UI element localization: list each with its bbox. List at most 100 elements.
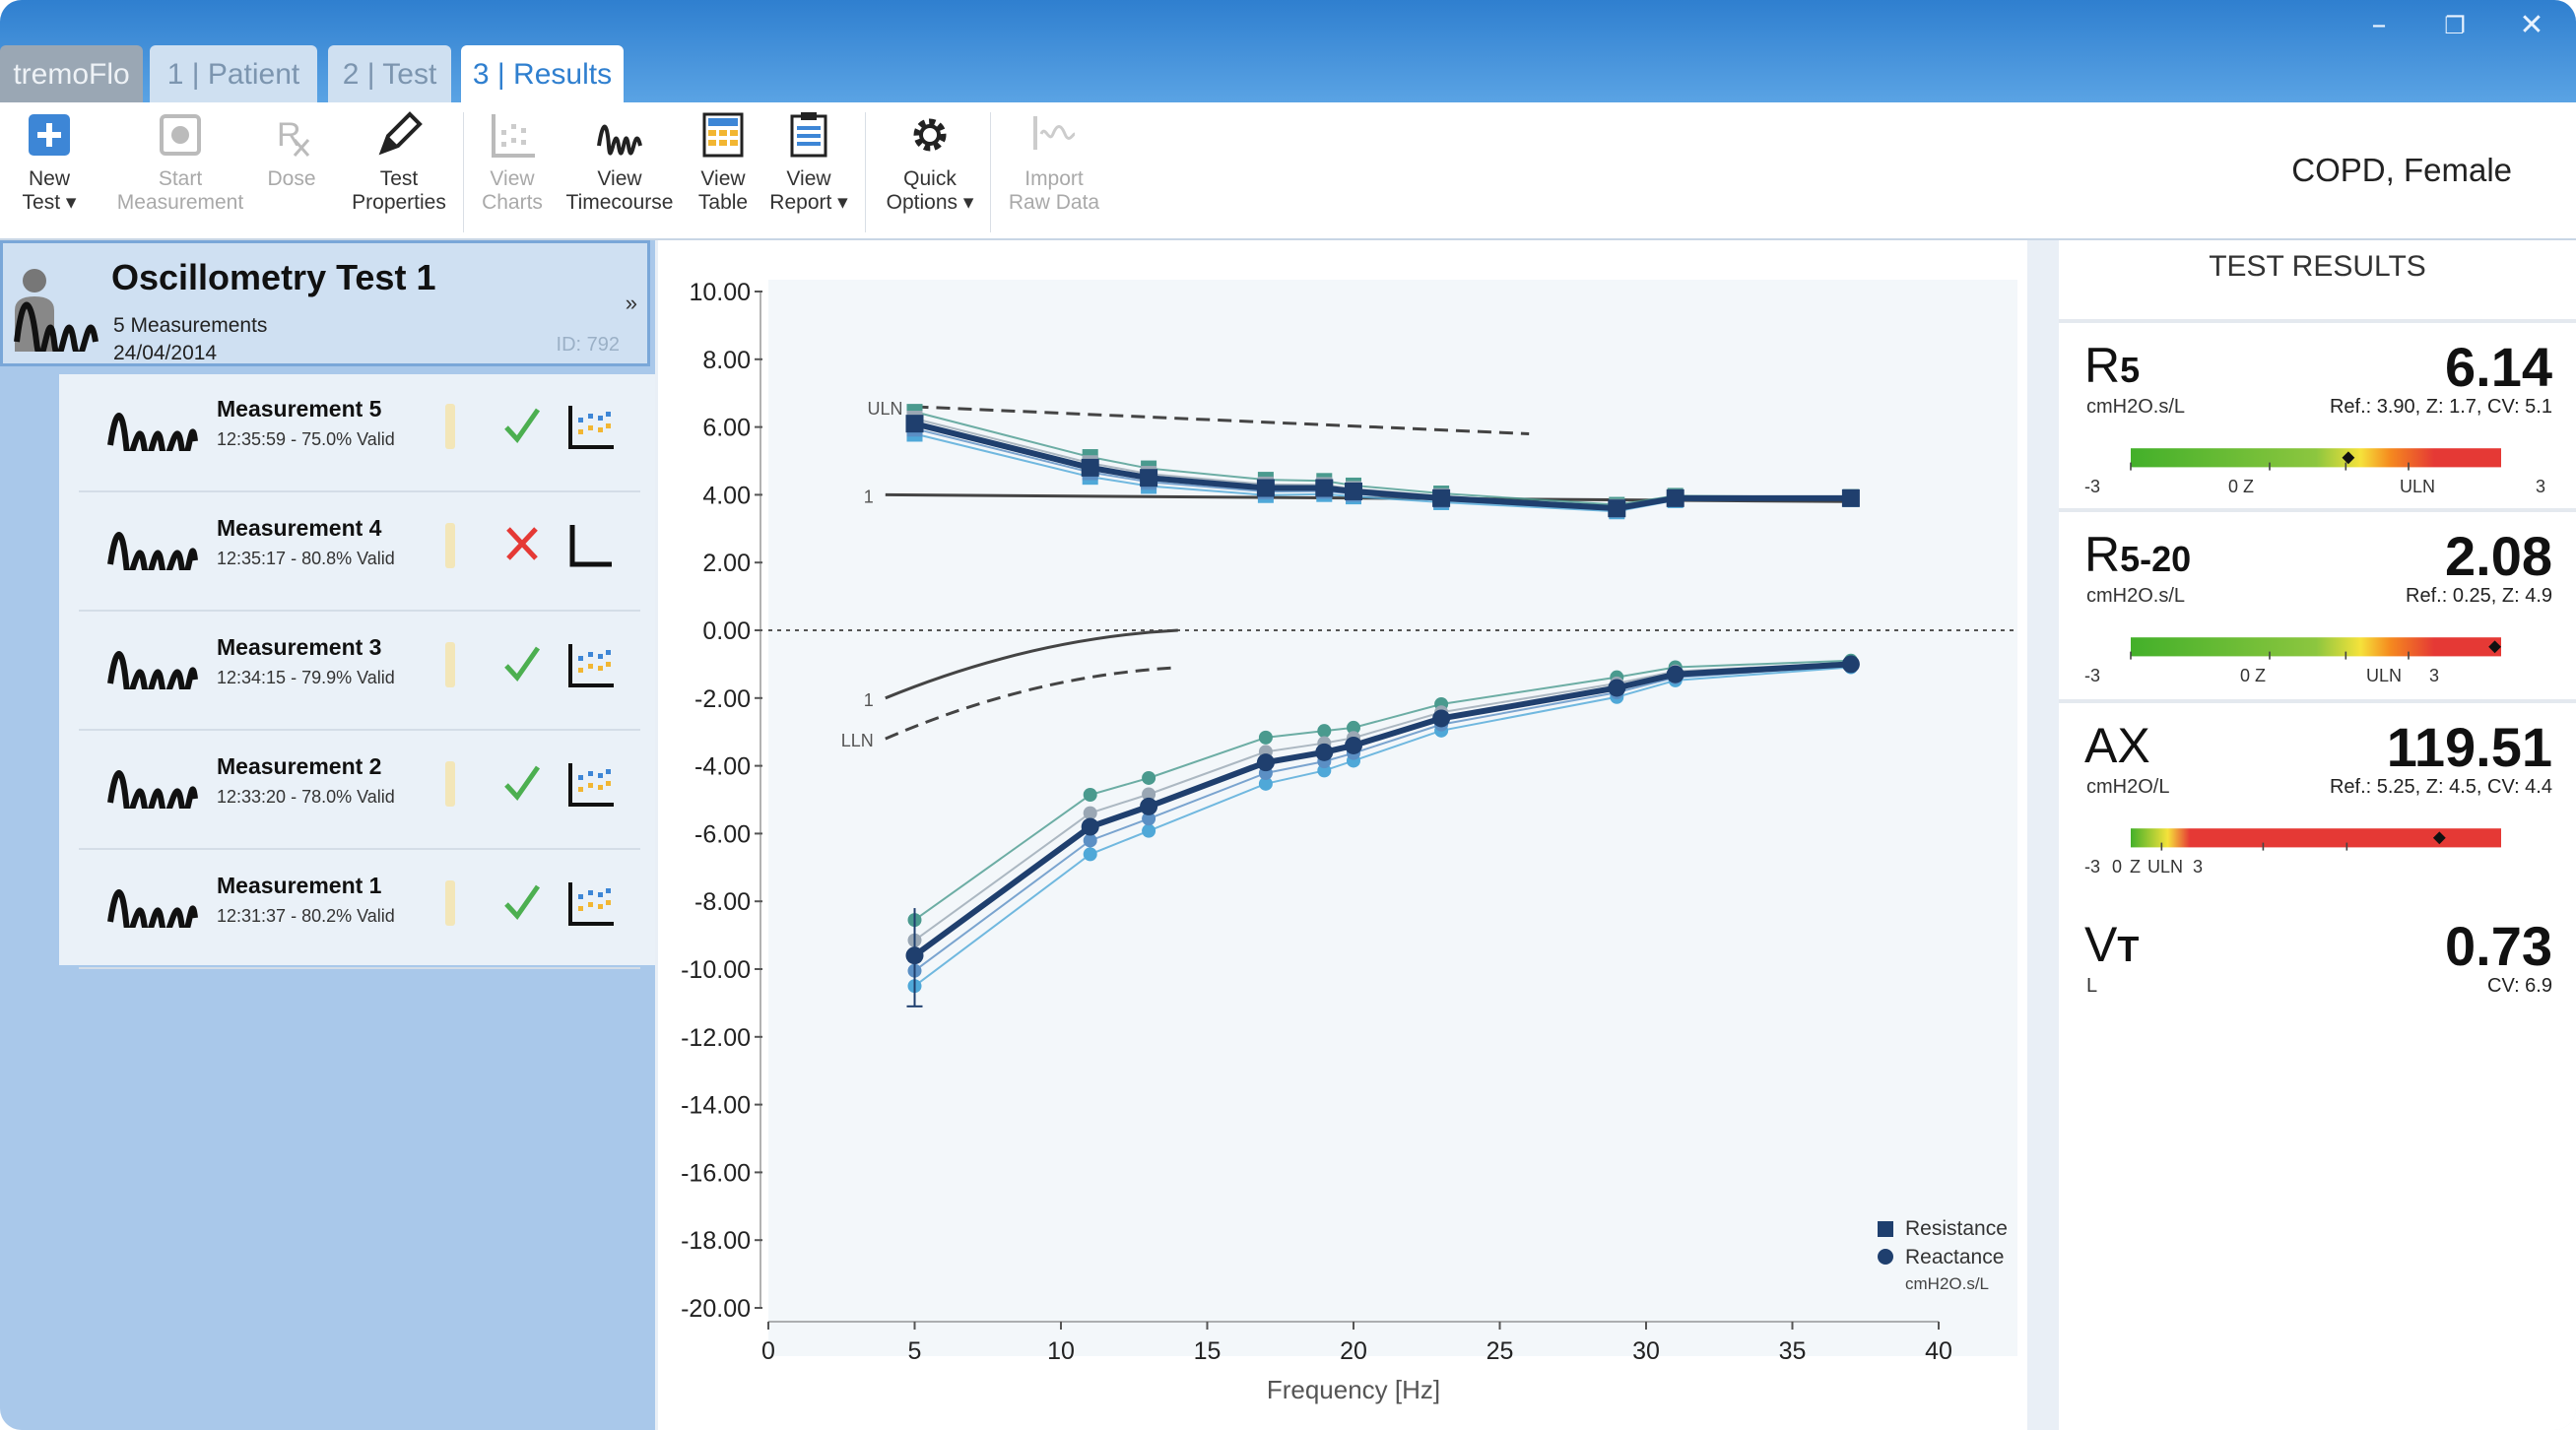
restore-button[interactable]: ❐ [2444, 12, 2466, 39]
check-icon[interactable] [502, 400, 542, 449]
scale-label: ULN [2147, 857, 2184, 877]
record-icon [160, 114, 201, 156]
reactance-point [1432, 709, 1451, 728]
close-button[interactable]: ✕ [2519, 8, 2544, 42]
result-2: AX cmH2O/L 119.51 Ref.: 5.25, Z: 4.5, CV: 4… [2059, 699, 2576, 890]
result-value: 2.08 [2445, 525, 2552, 587]
y-tick-label: -4.00 [694, 753, 751, 781]
plot-background [768, 280, 2017, 1356]
cross-icon[interactable] [502, 519, 542, 568]
chart-area: 10.00 8.00 6.00 4.00 2.00 0.00 -2.00 -4.00 -6.00… [658, 240, 2027, 1430]
pencil-icon [378, 111, 423, 156]
measurement-row[interactable]: Measurement 1 12:31:37 - 80.2% Valid [79, 851, 640, 969]
result-value: 0.73 [2445, 915, 2552, 977]
measurement-trace [913, 664, 1851, 972]
import-raw-data-button[interactable]: Import Raw Data [1005, 110, 1103, 215]
reactance-point [1256, 753, 1275, 772]
view-table-button[interactable]: View Table [694, 110, 753, 215]
measurement-row[interactable]: Measurement 2 12:33:20 - 78.0% Valid [79, 732, 640, 850]
check-icon[interactable] [502, 877, 542, 926]
legend-resistance-swatch [1878, 1221, 1893, 1237]
result-value: 6.14 [2445, 336, 2552, 398]
info-icon[interactable] [445, 761, 455, 807]
waveform-icon [107, 413, 198, 451]
test-subtitle: 5 Measurements 24/04/2014 [113, 312, 267, 367]
reactance-trace-point [1347, 720, 1360, 735]
resistance-uln-line [914, 405, 1530, 435]
tab-results[interactable]: 3 | Results [461, 45, 624, 102]
start-label-1: Start [158, 167, 203, 190]
chart-icon [492, 114, 535, 158]
info-icon[interactable] [445, 642, 455, 687]
reactance-point [1345, 736, 1362, 754]
result-name: R5-20 [2084, 527, 2192, 582]
scale-bar [2131, 828, 2501, 848]
chart-icon[interactable] [566, 402, 616, 451]
table-icon [702, 112, 744, 158]
info-icon[interactable] [445, 523, 455, 568]
result-reference: CV: 6.9 [2487, 975, 2552, 997]
y-tick-label: 4.00 [702, 482, 751, 509]
minimize-button[interactable]: – [2371, 8, 2387, 42]
properties-label-1: Test [379, 167, 419, 190]
view-report-button[interactable]: View Report ▾ [766, 110, 851, 215]
info-icon[interactable] [445, 404, 455, 449]
scale-label: -3 [2084, 857, 2101, 877]
resistance-point [1345, 482, 1362, 500]
y-tick-label: -10.00 [681, 956, 751, 984]
resistance-point [1140, 469, 1158, 488]
waveform-icon [107, 532, 198, 570]
table-label-2: Table [697, 191, 749, 214]
measurement-trace [913, 666, 1851, 987]
scale-label: ULN [2400, 477, 2436, 496]
new-test-button[interactable]: New Test ▾ [18, 110, 81, 215]
reactance-trace-point [1142, 787, 1156, 802]
measurement-row[interactable]: Measurement 3 12:34:15 - 79.9% Valid [79, 613, 640, 731]
scale-label: -3 [2084, 666, 2101, 685]
measurement-row[interactable]: Measurement 5 12:35:59 - 75.0% Valid [79, 374, 640, 492]
chart-icon[interactable] [566, 521, 616, 570]
legend-reactance-swatch [1878, 1249, 1893, 1265]
resistance-uln-label: ULN [867, 399, 902, 419]
new-test-label-2: Test ▾ [22, 191, 77, 214]
waveform-icon [107, 770, 198, 809]
check-icon[interactable] [502, 638, 542, 687]
properties-label-2: Properties [352, 191, 446, 214]
scale-labels: -3 0 Z ULN 3 [2084, 666, 2547, 687]
result-unit: cmH2O.s/L [2086, 585, 2186, 607]
tab-patient[interactable]: 1 | Patient [150, 45, 317, 102]
toolbar-divider [463, 112, 464, 232]
measurement-name: Measurement 5 [217, 396, 382, 422]
impedance-chart: 10.00 8.00 6.00 4.00 2.00 0.00 -2.00 -4.00 -6.00… [681, 279, 2017, 1404]
result-3: VT L 0.73 CV: 6.9 [2059, 902, 2576, 1089]
test-header[interactable]: Oscillometry Test 1 5 Measurements 24/04… [0, 240, 650, 366]
check-icon[interactable] [502, 757, 542, 807]
test-properties-button[interactable]: Test Properties [350, 110, 448, 215]
measurement-time: 12:35:17 - 80.8% Valid [217, 549, 395, 568]
result-value: 119.51 [2386, 716, 2552, 778]
toolbar-divider [865, 112, 866, 232]
import-icon [1033, 116, 1076, 150]
tab-test[interactable]: 2 | Test [328, 45, 451, 102]
scale-label: -3 [2084, 477, 2101, 496]
chart-icon[interactable] [566, 640, 616, 689]
measurement-row[interactable]: Measurement 4 12:35:17 - 80.8% Valid [79, 493, 640, 612]
quick-options-button[interactable]: Quick Options ▾ [883, 110, 977, 215]
view-charts-button[interactable]: View Charts [475, 110, 550, 215]
chart-icon[interactable] [566, 878, 616, 928]
result-reference: Ref.: 3.90, Z: 1.7, CV: 5.1 [2329, 396, 2552, 418]
start-measurement-button[interactable]: Start Measurement [116, 110, 244, 215]
view-timecourse-button[interactable]: View Timecourse [565, 110, 674, 215]
rx-icon: R [277, 116, 310, 157]
chevron-down-icon[interactable]: » [625, 291, 637, 315]
measurement-list: Measurement 5 12:35:59 - 75.0% Valid Measu… [59, 374, 655, 969]
chart-icon[interactable] [566, 759, 616, 809]
dose-button[interactable]: R Dose [264, 110, 319, 191]
charts-label-1: View [490, 167, 535, 190]
info-icon[interactable] [445, 880, 455, 926]
resistance-point [1666, 488, 1684, 507]
reactance-trace-point [1142, 812, 1156, 826]
y-tick-label: 10.00 [689, 279, 751, 306]
measurement-name: Measurement 1 [217, 873, 382, 898]
start-label-2: Measurement [116, 191, 244, 214]
